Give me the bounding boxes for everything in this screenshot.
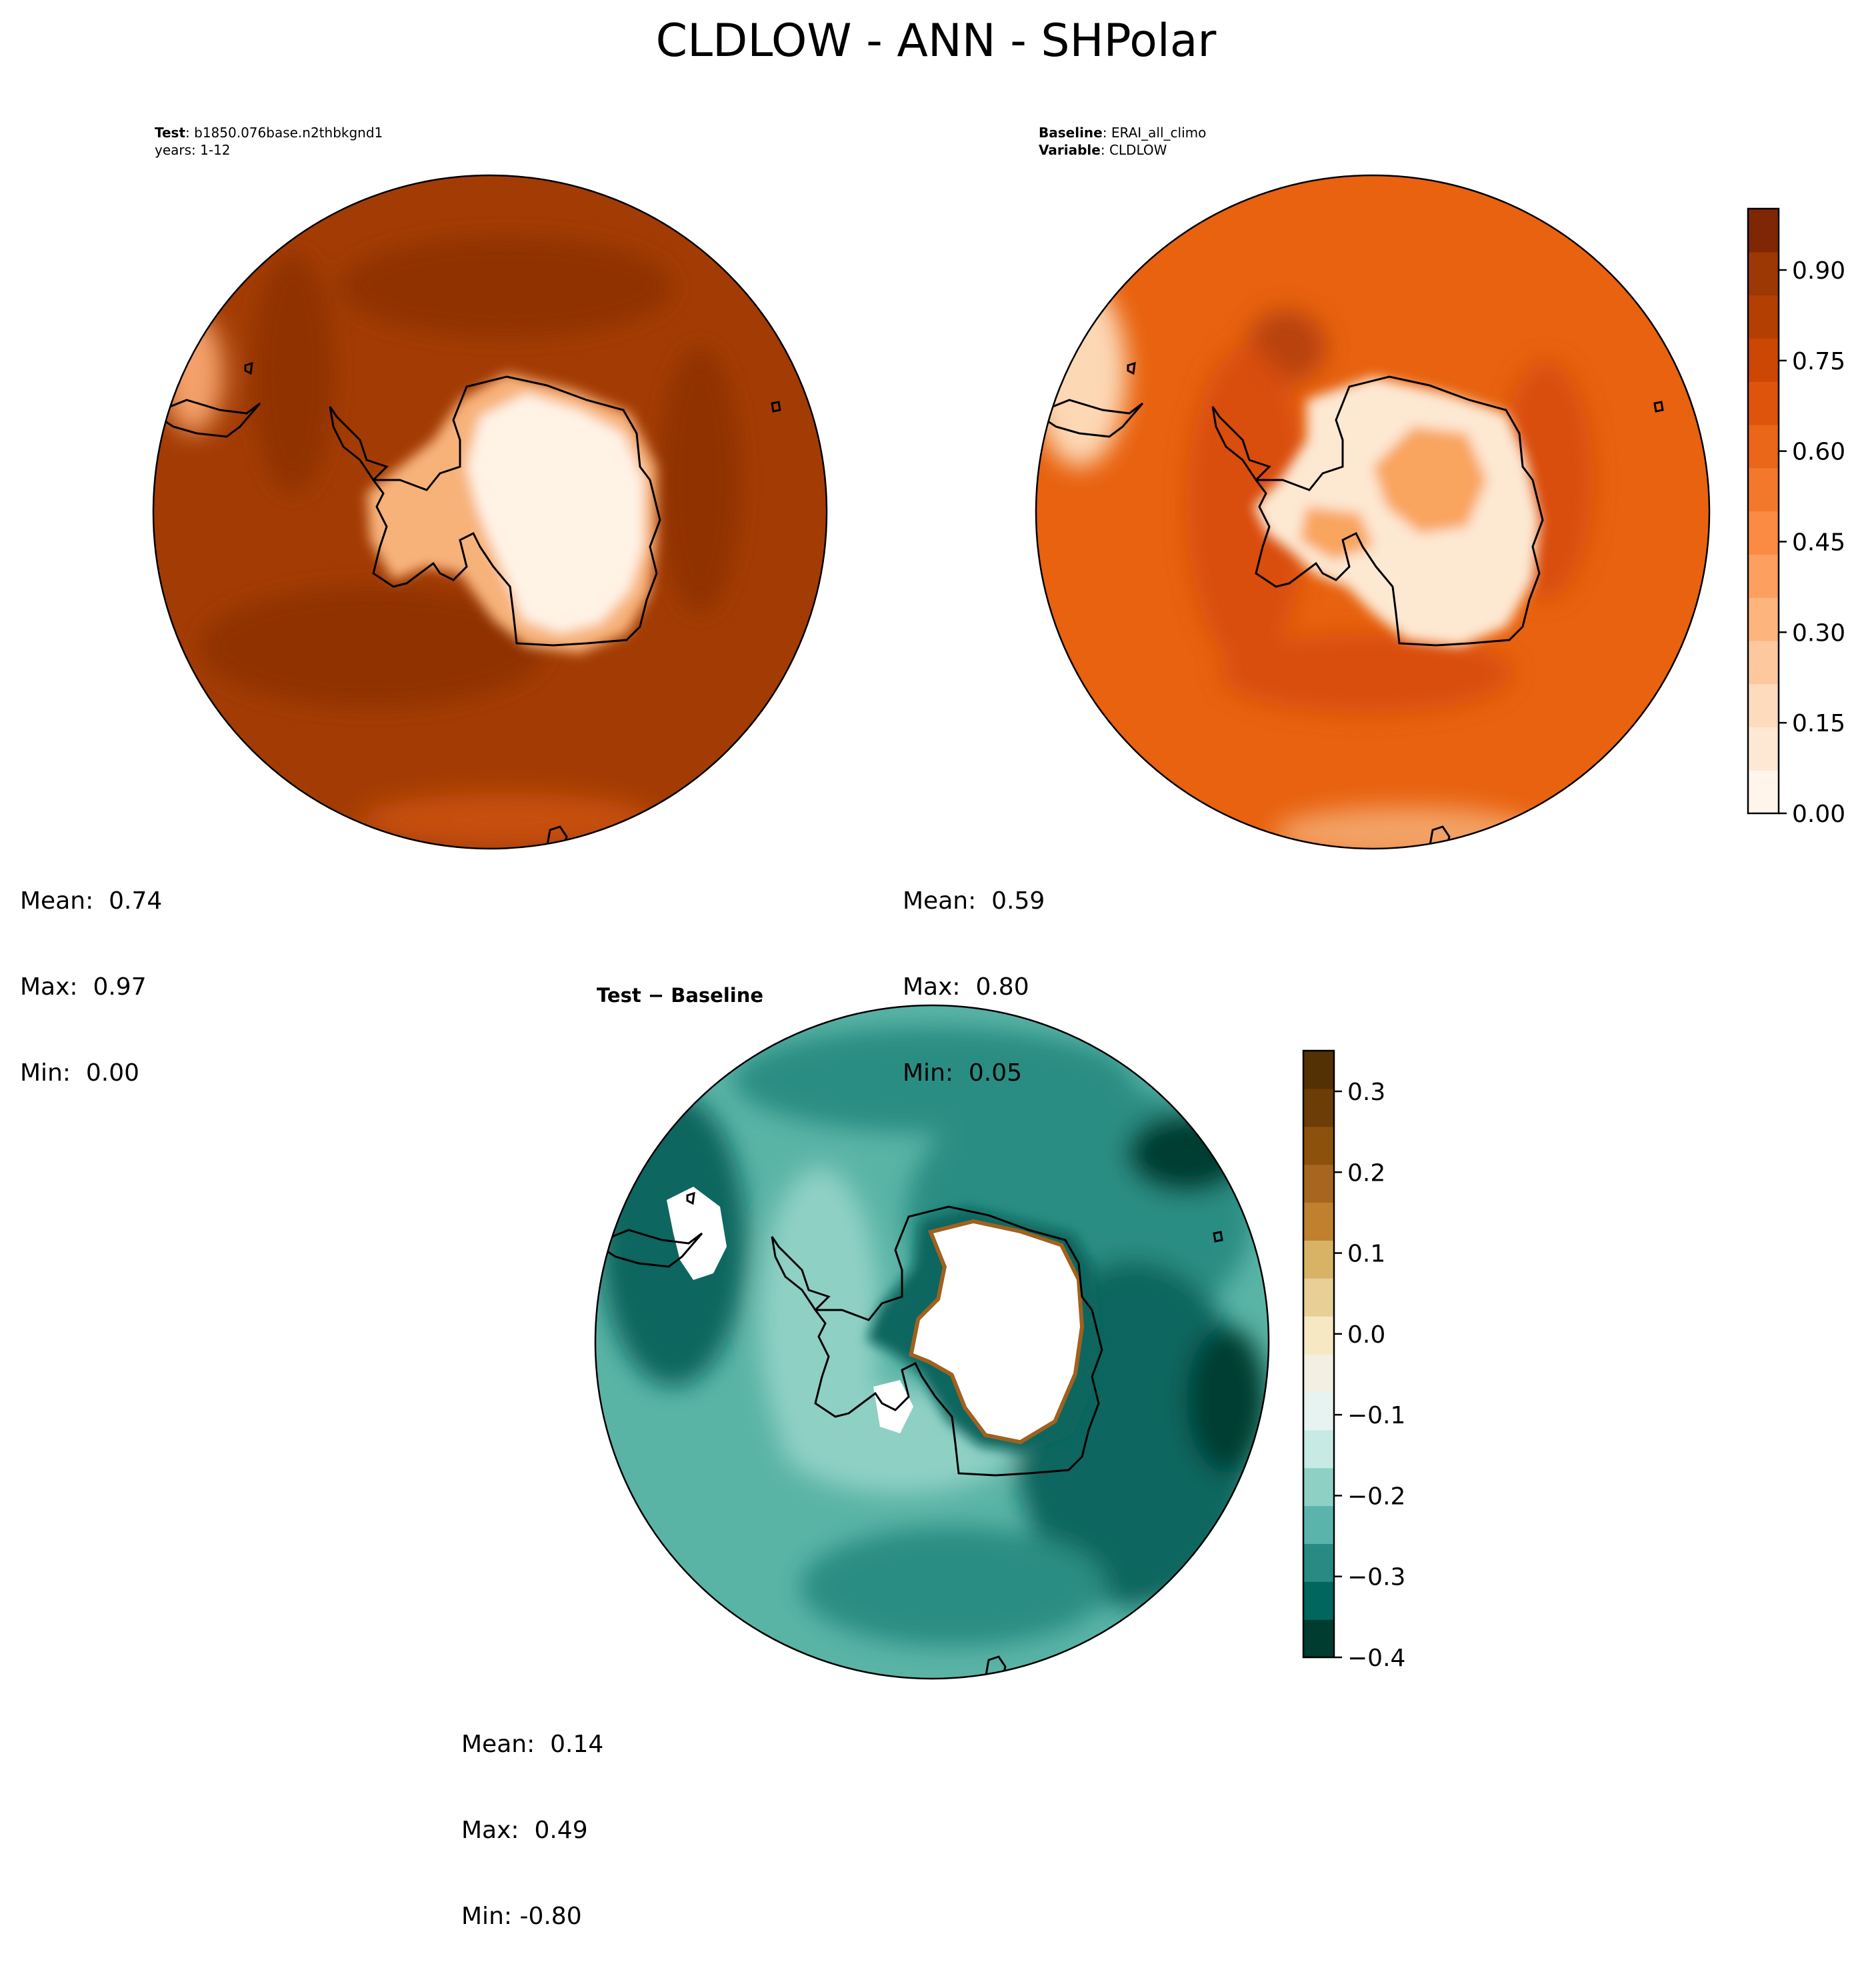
island-coastline — [1213, 1231, 1223, 1243]
antarctica-coastline — [1211, 375, 1544, 647]
colorbar-tick-label: 0.30 — [1792, 619, 1845, 647]
baseline-map-antarctica-field — [1253, 377, 1540, 647]
test-label-key: Test — [155, 125, 186, 141]
colorbar-segment — [1748, 511, 1779, 555]
baseline-map-boundary — [1035, 174, 1711, 850]
colorbar-segment — [1303, 1505, 1334, 1544]
diff-map-boundary — [594, 1004, 1270, 1680]
island-coastline — [1653, 401, 1664, 413]
diff-stat-mean: Mean: 0.14 — [461, 1731, 604, 1758]
maps-svg: 0.000.150.300.450.600.750.90 0.30.20.10.… — [152, 174, 1845, 1680]
diff-map-masked-interior — [913, 1223, 1080, 1440]
test-stat-mean: Mean: 0.74 — [20, 887, 163, 915]
colorbar-segment — [1748, 295, 1779, 339]
baseline-variable-value: CLDLOW — [1109, 142, 1167, 158]
diff-stats: Mean: 0.14 Max: 0.49 Min: -0.80 — [461, 1673, 603, 1988]
colorbar-segment — [1303, 1429, 1334, 1469]
test-years: years: 1-12 — [155, 142, 231, 158]
colorbar-tick-label: 0.00 — [1792, 801, 1845, 828]
colorbar-border — [1302, 1049, 1335, 1659]
colorbar-segment — [1303, 1619, 1334, 1658]
colorbar-tick-label: 0.2 — [1347, 1159, 1385, 1187]
colorbar-segment — [1748, 209, 1779, 253]
colorbar-tick-label: 0.75 — [1792, 348, 1845, 375]
colorbar-tick-label: 0.15 — [1792, 710, 1845, 737]
test-map-boundary — [152, 174, 828, 850]
diff-map-masked-shelf — [873, 1380, 913, 1433]
colorbar-segment — [1748, 683, 1779, 728]
colorbar-segment — [1748, 424, 1779, 469]
test-map-antarctica-field — [367, 373, 657, 653]
baseline-map — [1035, 174, 1711, 850]
baseline-stat-min: Min: 0.05 — [903, 1059, 1023, 1087]
colorbar-tick-label: 0.90 — [1792, 257, 1845, 285]
test-map — [152, 174, 828, 850]
test-stats: Mean: 0.74 Max: 0.97 Min: 0.00 — [20, 829, 162, 1145]
colorbar-segment — [1748, 381, 1779, 425]
test-label-value: b1850.076base.n2thbkgnd1 — [194, 125, 383, 141]
colorbar-tick-label: 0.60 — [1792, 439, 1845, 466]
baseline-variable-key: Variable — [1039, 142, 1101, 158]
diff-map-bands — [600, 1027, 1267, 1647]
colorbar-tick-label: 0.1 — [1347, 1241, 1385, 1268]
colorbar-tick-label: −0.2 — [1347, 1483, 1405, 1510]
colorbar-segment — [1303, 1354, 1334, 1393]
colorbar-border — [1747, 207, 1780, 815]
test-stat-min: Min: 0.00 — [20, 1059, 140, 1087]
colorbar-segment — [1303, 1164, 1334, 1203]
colorbar-segment — [1748, 251, 1779, 296]
baseline-label-value: ERAI_all_climo — [1111, 125, 1207, 141]
colorbar-segment — [1303, 1467, 1334, 1507]
island-coastline-2 — [244, 361, 253, 375]
colorbar-segment — [1303, 1240, 1334, 1279]
antarctica-coastline — [771, 1205, 1103, 1477]
test-panel-header: Test: b1850.076base.n2thbkgnd1 years: 1-… — [155, 125, 383, 158]
colorbar-segment — [1303, 1278, 1334, 1317]
island-coastline-2 — [686, 1191, 695, 1205]
figure-title: CLDLOW - ANN - SHPolar — [655, 15, 1217, 67]
colorbar-segment — [1303, 1543, 1334, 1582]
colorbar-segment — [1303, 1316, 1334, 1355]
baseline-stats: Mean: 0.59 Max: 0.80 Min: 0.05 — [903, 829, 1045, 1145]
colorbar-segment — [1748, 338, 1779, 382]
antarctica-coastline — [329, 375, 661, 647]
baseline-map-coastlines — [1036, 361, 1664, 849]
figure: CLDLOW - ANN - SHPolar Test: b1850.076ba… — [20, 15, 1845, 1930]
colorbar-tick-label: −0.4 — [1347, 1645, 1405, 1672]
baseline-stat-mean: Mean: 0.59 — [903, 887, 1045, 915]
south-america-tip-coastline — [595, 1229, 703, 1268]
colorbar-segment — [1748, 597, 1779, 641]
island-coastline — [771, 401, 781, 413]
south-america-tip-coastline — [1036, 399, 1144, 438]
colorbar-segment — [1748, 640, 1779, 685]
colorbar-diff: 0.3 0.2 0.1 0.0 −0.1 −0.2 −0.3 −0.4 — [1302, 1049, 1405, 1672]
colorbar-main: 0.00 0.15 0.30 0.45 0.60 0.75 0.90 — [1747, 207, 1845, 828]
colorbar-segment — [1303, 1581, 1334, 1620]
test-stat-max: Max: 0.97 — [20, 973, 147, 1001]
colorbar-segment — [1303, 1391, 1334, 1431]
baseline-label-key: Baseline — [1039, 125, 1103, 141]
colorbar-tick-label: 0.3 — [1347, 1079, 1385, 1106]
colorbar-segment — [1303, 1088, 1334, 1127]
colorbar-segment — [1303, 1126, 1334, 1165]
colorbar-segment — [1748, 770, 1779, 814]
south-america-tip-coastline — [153, 399, 261, 438]
baseline-stat-max: Max: 0.80 — [903, 973, 1029, 1001]
diff-panel-title: Test − Baseline — [597, 984, 764, 1007]
island-coastline-2 — [1127, 361, 1136, 375]
colorbar-tick-label: −0.1 — [1347, 1402, 1405, 1429]
diff-map — [594, 1004, 1270, 1680]
diff-stat-max: Max: 0.49 — [461, 1817, 588, 1844]
colorbar-segment — [1303, 1202, 1334, 1241]
colorbar-tick-label: 0.45 — [1792, 529, 1845, 557]
colorbar-tick-label: 0.0 — [1347, 1321, 1385, 1349]
colorbar-segment — [1748, 554, 1779, 598]
colorbar-segment — [1748, 467, 1779, 512]
colorbar-segment — [1748, 727, 1779, 771]
colorbar-segment — [1303, 1051, 1334, 1089]
colorbar-tick-label: −0.3 — [1347, 1564, 1405, 1591]
baseline-panel-header: Baseline: ERAI_all_climo Variable: CLDLO… — [1039, 125, 1207, 158]
diff-stat-min: Min: -0.80 — [461, 1903, 582, 1930]
